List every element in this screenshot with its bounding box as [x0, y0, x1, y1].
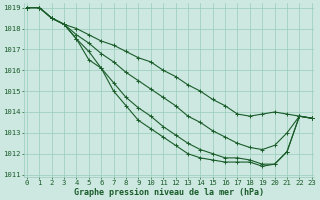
X-axis label: Graphe pression niveau de la mer (hPa): Graphe pression niveau de la mer (hPa) [74, 188, 264, 197]
